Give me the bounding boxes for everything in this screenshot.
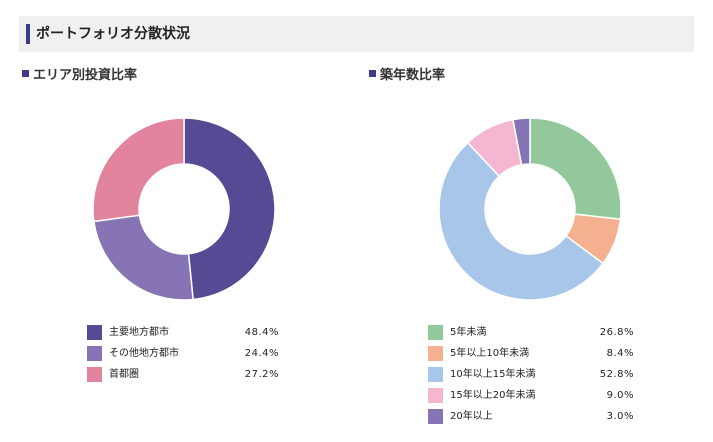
donut-slice-1-0 <box>529 117 622 221</box>
donut-slice-1-2 <box>438 141 604 301</box>
legend-item: 5年以上10年未満 8.4% <box>428 343 634 364</box>
legend-item: 主要地方都市 48.4% <box>87 322 279 343</box>
legend-value: 48.4% <box>244 327 279 338</box>
legend-item: 20年以上 3.0% <box>428 406 634 427</box>
age-donut-chart <box>438 117 622 301</box>
legend-value: 24.4% <box>244 348 279 359</box>
legend-value: 8.4% <box>606 348 634 359</box>
header-accent-bar <box>26 24 30 44</box>
legend-value: 26.8% <box>599 327 634 338</box>
title-marker-icon <box>369 70 376 77</box>
legend-label: 5年未満 <box>450 327 487 338</box>
legend-swatch <box>87 367 102 382</box>
section-header: ポートフォリオ分散状況 <box>19 16 694 52</box>
age-legend: 5年未満 26.8% 5年以上10年未満 8.4% 10年以上15年未満 52.8% 15年… <box>428 322 634 427</box>
legend-swatch <box>87 346 102 361</box>
legend-label: 主要地方都市 <box>109 327 169 338</box>
legend-label: 20年以上 <box>450 411 493 422</box>
donut-slice-1-4 <box>512 117 531 166</box>
area-donut-chart <box>92 117 276 301</box>
legend-item: 10年以上15年未満 52.8% <box>428 364 634 385</box>
area-legend: 主要地方都市 48.4% その他地方都市 24.4% 首都圏 27.2% <box>87 322 279 385</box>
legend-value: 52.8% <box>599 369 634 380</box>
legend-value: 27.2% <box>244 369 279 380</box>
legend-swatch <box>87 325 102 340</box>
legend-label: 10年以上15年未満 <box>450 369 536 380</box>
donut-slice-0-2 <box>92 117 185 223</box>
donut-slice-0-0 <box>183 117 276 301</box>
legend-label: その他地方都市 <box>109 348 179 359</box>
legend-item: 5年未満 26.8% <box>428 322 634 343</box>
legend-label: 15年以上20年未満 <box>450 390 536 401</box>
legend-label: 首都圏 <box>109 369 139 380</box>
legend-item: 15年以上20年未満 9.0% <box>428 385 634 406</box>
legend-item: 首都圏 27.2% <box>87 364 279 385</box>
legend-swatch <box>428 325 443 340</box>
legend-value: 3.0% <box>606 411 634 422</box>
legend-label: 5年以上10年未満 <box>450 348 530 359</box>
legend-swatch <box>428 388 443 403</box>
title-marker-icon <box>22 70 29 77</box>
page-title: ポートフォリオ分散状況 <box>36 26 190 42</box>
legend-swatch <box>428 367 443 382</box>
area-chart-title: エリア別投資比率 <box>22 68 137 84</box>
legend-item: その他地方都市 24.4% <box>87 343 279 364</box>
legend-swatch <box>428 409 443 424</box>
legend-value: 9.0% <box>606 390 634 401</box>
legend-swatch <box>428 346 443 361</box>
age-chart-title: 築年数比率 <box>369 68 445 84</box>
donut-slice-0-1 <box>93 214 194 301</box>
